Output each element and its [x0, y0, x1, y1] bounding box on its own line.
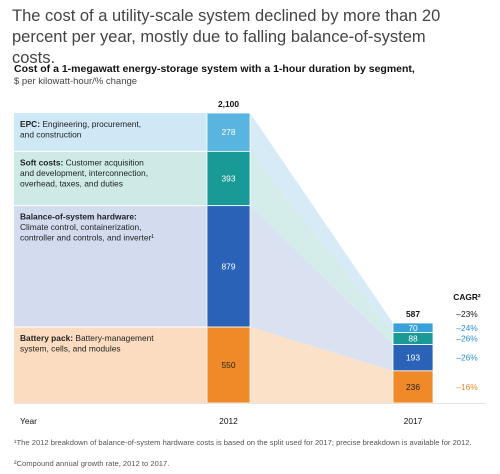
cagr-label-3: –16% — [456, 382, 478, 392]
bar-2017-3 — [392, 370, 434, 404]
connector-1 — [250, 151, 393, 345]
connector-3 — [250, 327, 393, 403]
x-tick-2017: 2017 — [404, 416, 423, 426]
cagr-label-2: –26% — [456, 353, 478, 363]
bar-2017-2 — [392, 344, 434, 372]
cagr-header: CAGR² — [453, 292, 481, 302]
chart-title: Cost of a 1-megawatt energy-storage syst… — [14, 63, 415, 75]
value-label-2017-1: 88 — [408, 334, 418, 344]
cagr-label-1: –26% — [456, 334, 478, 344]
cagr-total: –23% — [456, 309, 478, 319]
segment-label-2: Balance-of-system hardware: Climate contr… — [20, 212, 154, 243]
x-axis-title: Year — [20, 416, 37, 426]
bar-2012-1 — [206, 150, 251, 207]
value-label-2017-2: 193 — [406, 353, 420, 363]
connector-2 — [250, 205, 393, 371]
value-label-2017-0: 70 — [408, 323, 418, 333]
total-label-2012: 2,100 — [218, 99, 239, 109]
x-tick-2012: 2012 — [219, 416, 238, 426]
segment-label-3: Battery pack: Battery-management system, … — [20, 333, 154, 354]
bar-2012-0 — [206, 112, 251, 152]
cagr-label-0: –24% — [456, 323, 478, 333]
value-label-2012-1: 393 — [222, 174, 236, 184]
value-label-2012-2: 879 — [222, 261, 236, 271]
value-label-2012-0: 278 — [222, 127, 236, 137]
chart-subtitle: $ per kilowatt-hour/% change — [14, 76, 138, 87]
footnote-2: ²Compound annual growth rate, 2012 to 20… — [14, 459, 170, 468]
footnote-1: ¹The 2012 breakdown of balance-of-system… — [14, 438, 472, 447]
value-label-2012-3: 550 — [222, 360, 236, 370]
segment-label-1: Soft costs: Customer acquisition and deve… — [20, 157, 148, 188]
connector-0 — [250, 113, 393, 333]
bar-2012-3 — [206, 326, 251, 404]
headline: The cost of a utility-scale system decli… — [12, 7, 441, 67]
segment-label-0: EPC: Engineering, procurement, and constr… — [20, 119, 141, 140]
total-label-2017: 587 — [406, 309, 420, 319]
bar-2012-2 — [206, 205, 251, 328]
band-3 — [14, 327, 207, 403]
band-0 — [14, 113, 207, 152]
value-label-2017-3: 236 — [406, 382, 420, 392]
band-2 — [14, 205, 207, 328]
band-1 — [14, 151, 207, 206]
